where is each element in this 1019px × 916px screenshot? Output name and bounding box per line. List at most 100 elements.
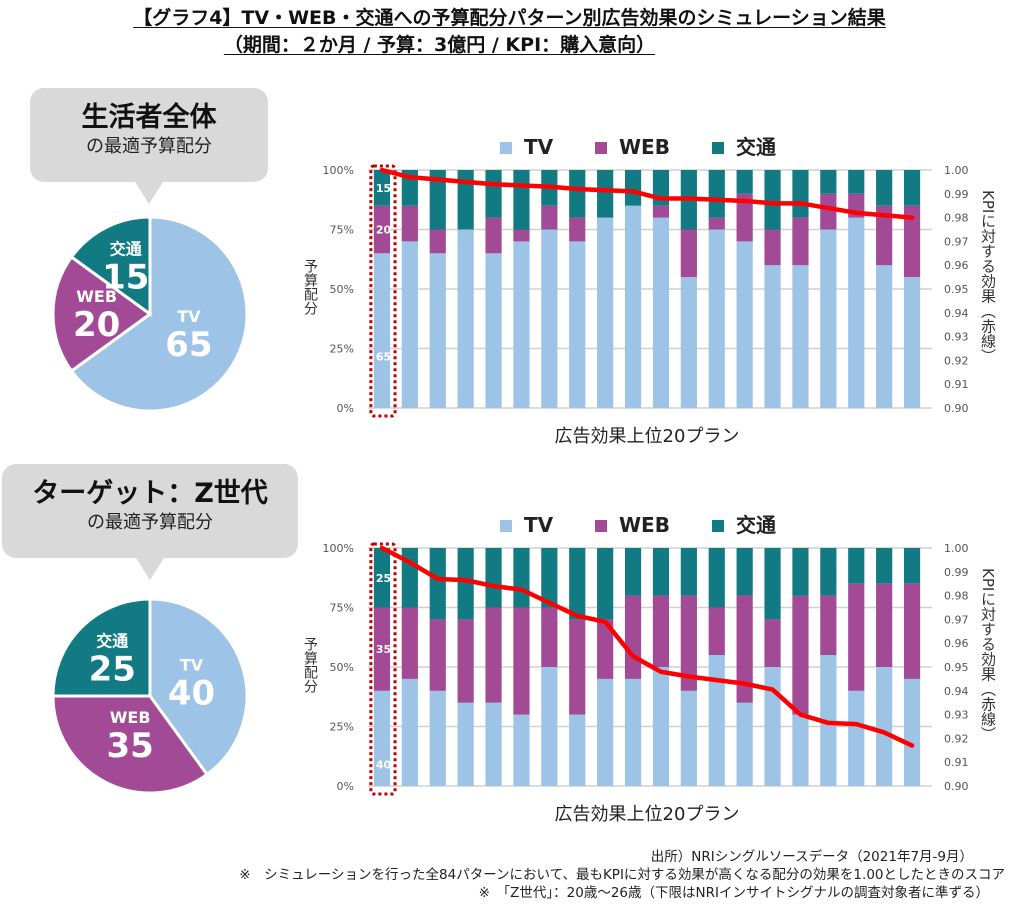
- pie-value: 65: [165, 325, 212, 365]
- y-tick-label: 50%: [330, 283, 354, 296]
- bar-交通-12: [680, 548, 697, 596]
- kpi-effect-line: [379, 167, 915, 220]
- bar-TV-5: [485, 702, 502, 786]
- bar-WEB-7: [541, 607, 558, 667]
- bar-TV-19: [876, 265, 893, 408]
- bar-TV-4: [457, 702, 474, 786]
- highlight-box: [369, 542, 397, 796]
- callout-subheading: の最適予算配分: [87, 512, 213, 533]
- y2-tick-label: 1.00: [944, 164, 969, 177]
- pie-label: TV: [180, 656, 204, 675]
- bar-TV-4: [457, 229, 474, 408]
- bar-TV-2: [401, 241, 418, 408]
- bar-交通-19: [876, 548, 893, 584]
- legend-label: WEB: [619, 135, 670, 159]
- bar-交通-17: [820, 170, 837, 194]
- y-tick-label: 25%: [330, 343, 354, 356]
- pie-value: 35: [107, 726, 154, 766]
- bar-WEB-11: [652, 205, 670, 218]
- bar-交通-4: [457, 548, 474, 620]
- bar-TV-8: [569, 714, 586, 786]
- bar-WEB-8: [569, 619, 586, 715]
- callout-all-consumers: 生活者全体 の最適予算配分: [30, 88, 268, 204]
- bar-交通-9: [597, 548, 614, 620]
- bar-WEB-1: [373, 607, 391, 691]
- kpi-effect-line: [379, 545, 915, 748]
- bar-TV-8: [569, 241, 586, 408]
- y-tick-label: 100%: [323, 542, 354, 555]
- bar-data-label: 15: [376, 182, 391, 195]
- bar-TV-20: [903, 277, 921, 408]
- callout-heading: 生活者全体: [81, 102, 217, 133]
- bar-WEB-14: [736, 595, 753, 703]
- bar-WEB-12: [680, 595, 697, 691]
- bar-WEB-4: [457, 619, 474, 703]
- bar-交通-3: [429, 548, 446, 620]
- bar-data-label: 20: [376, 224, 392, 237]
- y2-tick-label: 0.91: [944, 756, 969, 769]
- bar-WEB-6: [513, 229, 530, 242]
- legend-label: 交通: [736, 513, 776, 537]
- bar-TV-9: [597, 217, 614, 408]
- bar-WEB-1: [373, 205, 391, 254]
- legend-swatch: [595, 520, 607, 532]
- bar-TV-6: [513, 714, 530, 786]
- y2-tick-label: 0.96: [944, 637, 969, 650]
- legend-label: TV: [524, 513, 554, 537]
- bar-TV-16: [792, 714, 809, 786]
- bar-WEB-9: [597, 619, 614, 679]
- pie-label: WEB: [110, 708, 151, 727]
- bar-TV-18: [848, 690, 865, 786]
- pie-label: TV: [177, 307, 201, 326]
- highlight-box: [369, 164, 397, 418]
- x-axis-label: 広告効果上位20プラン: [555, 804, 740, 825]
- y2-tick-label: 0.90: [944, 402, 969, 415]
- bar-交通-1: [373, 170, 391, 206]
- bar-交通-14: [736, 170, 753, 194]
- bar-WEB-17: [820, 193, 837, 230]
- legend-swatch: [712, 142, 724, 154]
- callout-heading: ターゲット：Z世代: [32, 478, 268, 509]
- bar-TV-7: [541, 229, 558, 408]
- bar-交通-16: [792, 548, 809, 596]
- bar-TV-2: [401, 678, 418, 786]
- bar-TV-1: [373, 253, 391, 408]
- y2-tick-label: 0.98: [944, 212, 969, 225]
- bar-交通-15: [764, 548, 781, 620]
- y2-tick-label: 0.91: [944, 378, 969, 391]
- bar-WEB-16: [792, 595, 809, 715]
- y2-tick-label: 0.96: [944, 259, 969, 272]
- bar-交通-9: [597, 170, 614, 218]
- bar-交通-15: [764, 170, 781, 230]
- bar-交通-20: [903, 548, 921, 584]
- bar-TV-12: [680, 690, 697, 786]
- bar-TV-9: [597, 678, 614, 786]
- bar-WEB-5: [485, 217, 502, 254]
- bar-TV-13: [708, 229, 725, 408]
- bar-WEB-15: [764, 229, 781, 266]
- bar-WEB-3: [429, 229, 446, 254]
- bar-WEB-16: [792, 217, 809, 266]
- bar-交通-8: [569, 170, 586, 218]
- y-axis-label: 予算配分: [302, 637, 318, 694]
- bar-TV-11: [652, 217, 670, 408]
- legend-label: 交通: [736, 135, 776, 159]
- bar-交通-16: [792, 170, 809, 218]
- bar-WEB-19: [876, 205, 893, 266]
- bar-交通-6: [513, 170, 530, 230]
- bar-交通-11: [652, 548, 670, 596]
- y2-tick-label: 0.90: [944, 780, 969, 793]
- bar-WEB-7: [541, 205, 558, 230]
- callout-subheading: の最適予算配分: [86, 136, 212, 157]
- y2-tick-label: 0.99: [944, 188, 969, 201]
- bar-交通-20: [903, 170, 921, 206]
- bar-交通-6: [513, 548, 530, 608]
- pie-slice-0: [69, 215, 249, 413]
- bar-data-label: 40: [376, 758, 392, 771]
- y2-tick-label: 0.97: [944, 613, 969, 626]
- pie-label: 交通: [110, 239, 142, 258]
- y2-tick-label: 0.98: [944, 590, 969, 603]
- y-tick-label: 50%: [330, 661, 354, 674]
